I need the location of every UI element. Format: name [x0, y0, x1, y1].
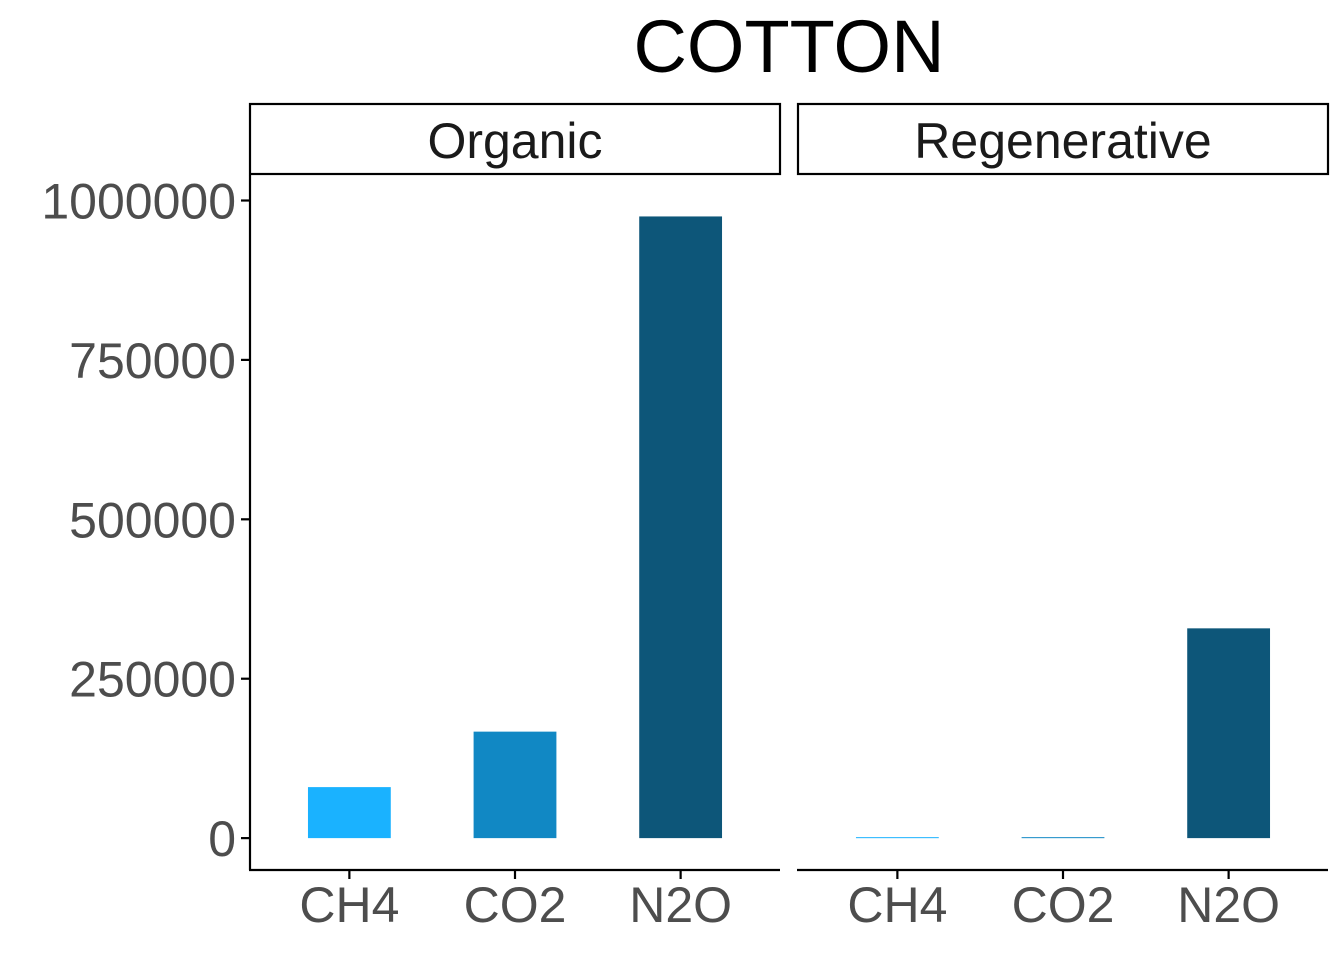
bar-n2o [639, 216, 723, 839]
bar-n2o [1187, 628, 1271, 839]
facet-strip-label: Regenerative [914, 113, 1211, 169]
y-tick-label: 500000 [69, 492, 236, 548]
chart-title: COTTON [633, 5, 944, 88]
bar-ch4 [307, 787, 391, 839]
bar-ch4 [855, 837, 939, 839]
facet-strip [796, 102, 1330, 176]
y-tick-label: 1000000 [41, 174, 236, 230]
y-tick-label: 0 [208, 811, 236, 867]
facet-strip-label: Organic [427, 113, 602, 169]
x-tick-label: N2O [1177, 877, 1280, 933]
bar-co2 [473, 731, 557, 839]
bar-co2 [1021, 837, 1105, 839]
x-tick-label: N2O [629, 877, 732, 933]
x-tick-label: CH4 [299, 877, 399, 933]
x-tick-label: CH4 [847, 877, 947, 933]
facet-strip [248, 102, 782, 176]
y-tick-label: 250000 [69, 652, 236, 708]
x-tick-label: CO2 [464, 877, 567, 933]
x-tick-label: CO2 [1012, 877, 1115, 933]
y-tick-label: 750000 [69, 333, 236, 389]
